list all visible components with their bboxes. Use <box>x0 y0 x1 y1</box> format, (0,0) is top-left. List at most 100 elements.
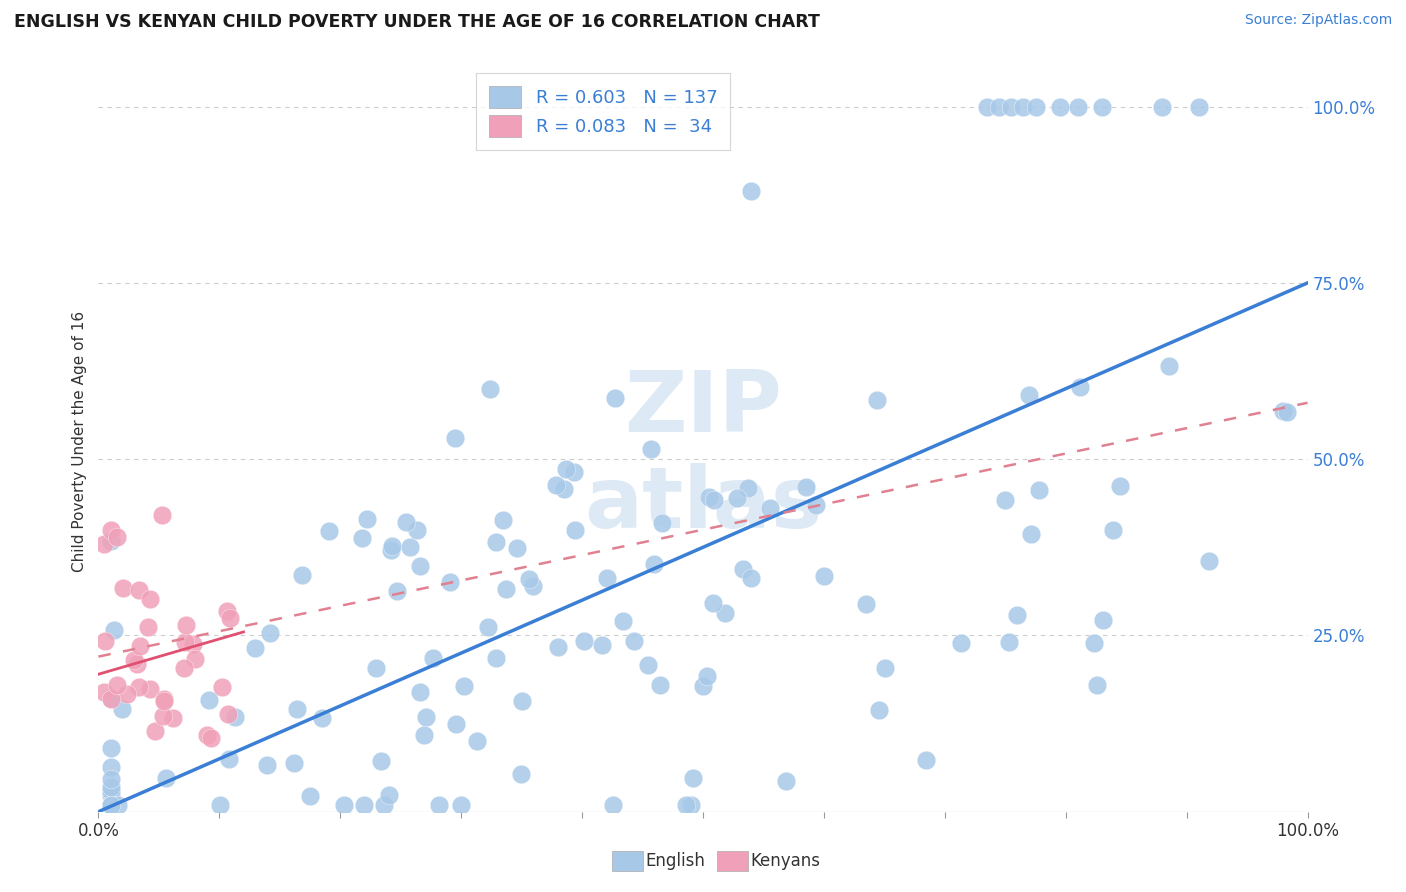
Point <box>93 537 115 551</box>
Point <box>725 491 748 505</box>
Point <box>174 634 197 648</box>
Point <box>444 431 467 445</box>
Point <box>1067 100 1090 114</box>
Point <box>702 596 724 610</box>
Point <box>603 391 626 405</box>
Point <box>139 591 162 606</box>
Y-axis label: Child Poverty Under the Age of 16: Child Poverty Under the Age of 16 <box>72 311 87 572</box>
Point <box>637 658 659 673</box>
Point <box>562 465 585 479</box>
Point <box>107 797 129 812</box>
Text: ENGLISH VS KENYAN CHILD POVERTY UNDER THE AGE OF 16 CORRELATION CHART: ENGLISH VS KENYAN CHILD POVERTY UNDER TH… <box>14 13 820 31</box>
Point <box>181 637 204 651</box>
Point <box>100 523 122 537</box>
Point <box>385 584 408 599</box>
Point <box>100 690 122 705</box>
Point <box>153 694 176 708</box>
Point <box>1102 523 1125 537</box>
Point <box>703 493 725 508</box>
Point <box>1157 359 1180 373</box>
Point <box>100 789 122 803</box>
Point <box>1012 100 1035 114</box>
Point <box>415 710 437 724</box>
Point <box>153 692 176 706</box>
Point <box>217 706 239 721</box>
Point <box>373 797 395 812</box>
Point <box>1092 613 1115 627</box>
Point <box>873 660 896 674</box>
Point <box>804 498 827 512</box>
Point <box>100 783 122 797</box>
Point <box>218 752 240 766</box>
Point <box>298 789 321 803</box>
Point <box>128 583 150 598</box>
Point <box>564 523 586 537</box>
Point <box>209 797 232 812</box>
Point <box>506 541 529 555</box>
Point <box>547 640 569 654</box>
Point <box>115 687 138 701</box>
Text: ZIP
atlas: ZIP atlas <box>583 367 823 546</box>
Point <box>100 780 122 794</box>
Point <box>198 692 221 706</box>
Point <box>1275 405 1298 419</box>
Point <box>495 582 517 596</box>
Point <box>215 603 238 617</box>
Point <box>868 703 890 717</box>
Point <box>94 634 117 648</box>
Point <box>105 530 128 544</box>
Point <box>100 760 122 774</box>
Point <box>477 619 499 633</box>
Point <box>150 508 173 523</box>
Point <box>623 634 645 648</box>
Point <box>200 731 222 745</box>
Point <box>976 100 998 114</box>
Point <box>740 571 762 585</box>
Point <box>1024 100 1046 114</box>
Point <box>554 462 576 476</box>
Point <box>291 568 314 582</box>
Point <box>395 516 418 530</box>
Point <box>287 701 309 715</box>
Point <box>422 651 444 665</box>
Point <box>129 639 152 653</box>
Point <box>485 534 508 549</box>
Point <box>714 606 737 620</box>
Point <box>1091 100 1114 114</box>
Point <box>100 797 122 812</box>
Point <box>100 533 122 548</box>
Point <box>648 678 671 692</box>
Point <box>1085 678 1108 692</box>
Point <box>143 723 166 738</box>
Point <box>100 797 122 812</box>
Point <box>1271 404 1294 418</box>
Point <box>1049 100 1071 114</box>
Point <box>699 490 721 504</box>
Point <box>1018 388 1040 402</box>
Point <box>380 543 402 558</box>
Point <box>184 652 207 666</box>
Point <box>675 797 697 812</box>
Point <box>139 681 162 696</box>
Point <box>612 614 634 628</box>
Point <box>1188 100 1211 114</box>
Point <box>510 694 533 708</box>
Point <box>173 661 195 675</box>
Point <box>572 634 595 648</box>
Point <box>124 653 146 667</box>
Point <box>596 571 619 585</box>
Point <box>100 797 122 812</box>
Point <box>439 574 461 589</box>
Point <box>643 557 665 571</box>
Point <box>994 492 1017 507</box>
Point <box>136 620 159 634</box>
Point <box>399 541 422 555</box>
Point <box>100 797 122 812</box>
Point <box>1152 100 1174 114</box>
Point <box>318 524 340 538</box>
Point <box>855 597 877 611</box>
Point <box>988 100 1011 114</box>
Point <box>125 657 148 671</box>
Text: Source: ZipAtlas.com: Source: ZipAtlas.com <box>1244 13 1392 28</box>
Point <box>174 618 197 632</box>
